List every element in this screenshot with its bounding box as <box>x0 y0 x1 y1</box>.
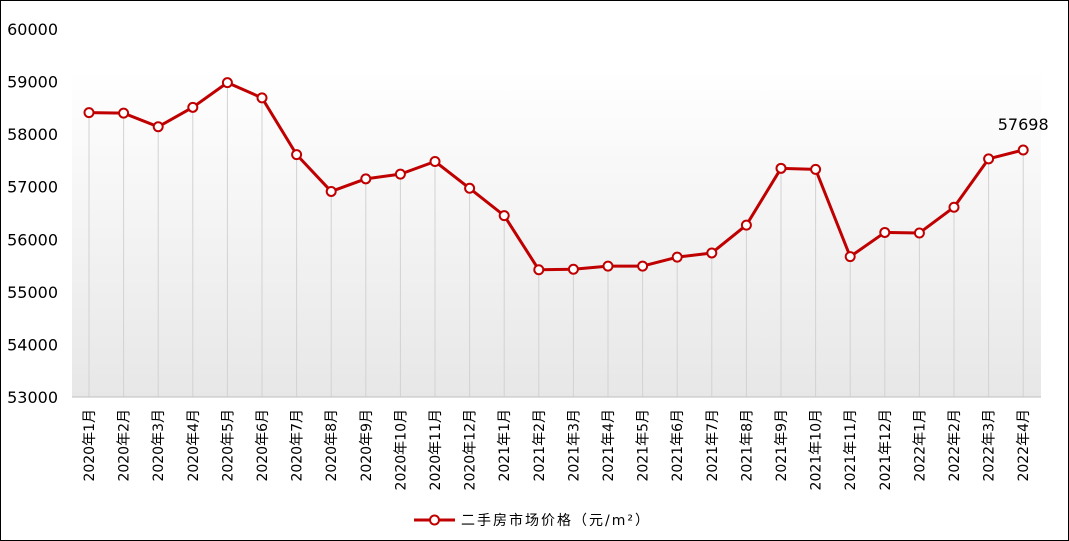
data-point <box>948 201 960 213</box>
data-point <box>671 251 683 263</box>
data-point <box>983 153 995 165</box>
data-point <box>291 149 303 161</box>
data-point <box>118 107 130 119</box>
legend-label: 二手房市场价格（元/m²） <box>461 512 651 529</box>
data-point <box>775 162 787 174</box>
y-axis: 53000 54000 55000 56000 57000 58000 59000 60000 <box>7 20 58 407</box>
x-tick-label: 2020年10月 <box>393 409 409 490</box>
legend-marker <box>429 514 440 526</box>
data-label: 57698 <box>998 115 1049 134</box>
x-tick-label: 2021年8月 <box>739 409 755 482</box>
x-tick-label: 2020年8月 <box>324 409 340 482</box>
series-line <box>88 81 1024 272</box>
data-point <box>706 247 718 259</box>
y-tick-label: 57000 <box>7 178 58 197</box>
x-tick-label: 2021年9月 <box>774 409 790 482</box>
x-tick-label: 2021年3月 <box>566 409 582 482</box>
x-tick-label: 2020年7月 <box>290 409 306 482</box>
data-point <box>567 263 579 275</box>
data-point <box>810 163 822 175</box>
y-tick-label: 53000 <box>7 388 58 407</box>
x-tick-label: 2020年4月 <box>186 409 202 482</box>
data-point <box>256 92 268 104</box>
x-tick-label: 2020年11月 <box>428 409 444 490</box>
data-point <box>879 226 891 238</box>
x-tick-label: 2022年2月 <box>947 409 963 482</box>
data-point <box>602 260 614 272</box>
data-point <box>187 101 199 113</box>
x-tick-label: 2021年6月 <box>670 409 686 482</box>
x-tick-label: 2021年5月 <box>636 409 652 482</box>
data-point <box>740 219 752 231</box>
data-point <box>394 168 406 180</box>
series-layer <box>83 77 1029 276</box>
x-tick-label: 2022年3月 <box>982 409 998 482</box>
y-tick-label: 55000 <box>7 283 58 302</box>
data-point <box>83 107 95 119</box>
data-point <box>844 251 856 263</box>
x-tick-label: 2021年4月 <box>601 409 617 482</box>
x-tick-label: 2021年2月 <box>532 409 548 482</box>
data-point <box>360 173 372 185</box>
data-labels: 57698 <box>998 115 1049 134</box>
data-point <box>325 185 337 197</box>
x-tick-label: 2021年10月 <box>809 409 825 490</box>
y-tick-label: 58000 <box>7 125 58 144</box>
y-tick-label: 59000 <box>7 73 58 92</box>
x-tick-label: 2021年1月 <box>497 409 513 482</box>
vertical-gridlines <box>88 82 1024 397</box>
x-tick-label: 2020年1月 <box>82 409 98 482</box>
data-point <box>533 264 545 276</box>
data-point <box>498 210 510 222</box>
data-point <box>637 260 649 272</box>
x-tick-label: 2020年5月 <box>220 409 236 482</box>
x-axis: 2020年1月 2020年2月 2020年3月 2020年4月 2020年5月 2020年… <box>72 396 1041 490</box>
x-tick-label: 2022年1月 <box>912 409 928 482</box>
x-tick-label: 2022年4月 <box>1016 409 1032 482</box>
data-point <box>1017 144 1029 156</box>
x-tick-label: 2020年6月 <box>255 409 271 482</box>
x-tick-label: 2021年11月 <box>843 409 859 490</box>
x-tick-label: 2020年2月 <box>117 409 133 482</box>
y-tick-label: 60000 <box>7 20 58 39</box>
data-point <box>152 121 164 133</box>
x-tick-label: 2021年7月 <box>705 409 721 482</box>
x-tick-label: 2020年3月 <box>151 409 167 482</box>
x-tick-label: 2020年12月 <box>463 409 479 490</box>
data-point <box>464 182 476 194</box>
legend: 二手房市场价格（元/m²） <box>414 512 651 529</box>
data-point <box>221 77 233 89</box>
data-point <box>429 155 441 167</box>
x-tick-label: 2020年9月 <box>359 409 375 482</box>
data-point <box>913 227 925 239</box>
y-tick-label: 54000 <box>7 335 58 354</box>
y-tick-label: 56000 <box>7 230 58 249</box>
x-tick-label: 2021年12月 <box>878 409 894 490</box>
